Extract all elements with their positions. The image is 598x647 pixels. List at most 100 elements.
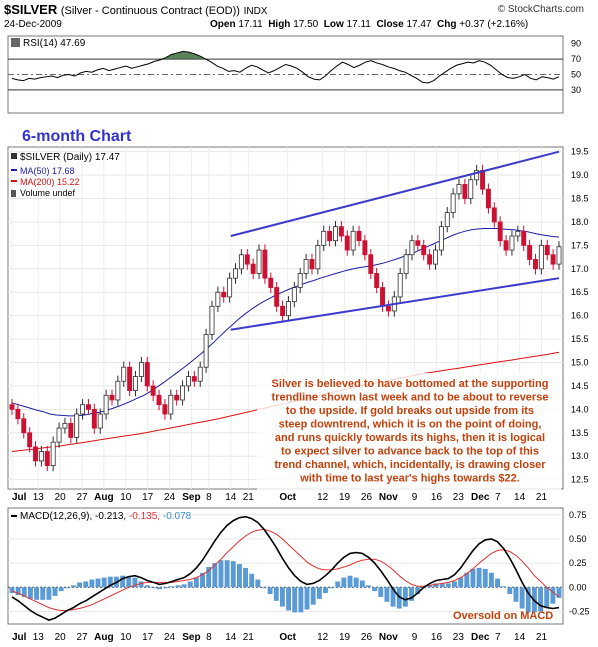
index-tag: INDX [243, 6, 268, 17]
macd-histogram-bar [476, 567, 482, 588]
macd-histogram-bar [27, 587, 33, 599]
high-label: High [268, 19, 291, 30]
x-axis-date-label: 19 [339, 632, 351, 643]
price-candle-down [309, 259, 315, 270]
macd-histogram-bar [21, 587, 27, 597]
price-candle-up [115, 380, 121, 401]
x-axis-date-label: 14 [225, 492, 237, 503]
price-candle-up [74, 413, 80, 438]
price-candle-up [227, 277, 233, 298]
price-candle-up [474, 170, 480, 181]
price-tick-label: 14.0 [571, 404, 589, 414]
price-candle-up [409, 240, 415, 256]
macd-histogram-bar [255, 579, 261, 588]
macd-histogram-bar [236, 564, 242, 588]
price-tick-label: 16.5 [571, 287, 589, 297]
macd-histogram-bar [513, 587, 519, 602]
channel-lower-line [230, 277, 560, 331]
price-candle-down [527, 244, 533, 260]
price-candle-down [91, 408, 97, 429]
price-candle-down [550, 254, 556, 265]
price-candle-down [491, 207, 497, 223]
macd-histogram-bar [390, 587, 396, 607]
macd-histogram-bar [439, 583, 445, 588]
macd-histogram-bar [212, 563, 218, 588]
macd-histogram-bar [433, 583, 439, 588]
macd-histogram-bar [495, 578, 500, 588]
x-axis-date-label: 14 [514, 632, 526, 643]
ma50-legend: MA(50) 17.68 [20, 166, 75, 176]
x-axis-date-label: 14 [225, 632, 237, 643]
macd-histogram-bar [464, 572, 470, 588]
x-axis-date-label: 9 [412, 632, 418, 643]
price-candle-up [133, 376, 138, 392]
macd-histogram-bar [286, 587, 292, 611]
symbol-description: (Silver - Continuous Contract (EOD)) [60, 5, 240, 17]
price-candle-up [180, 385, 186, 401]
price-candle-down [44, 451, 50, 466]
x-axis-date-label: Oct [279, 632, 296, 643]
price-candle-up [50, 441, 56, 466]
price-candle-down [250, 263, 256, 274]
macd-histogram-bar [488, 572, 494, 588]
x-axis-date-label: 9 [412, 492, 418, 503]
macd-histogram-bar [40, 587, 46, 600]
macd-histogram-bar [341, 577, 347, 588]
macd-histogram-bar [378, 587, 384, 597]
x-axis-date-label: 12 [317, 632, 329, 643]
macd-histogram-bar [218, 560, 224, 588]
macd-histogram-bar [181, 584, 187, 588]
price-tick-label: 18.5 [571, 194, 589, 204]
annotation-text: to expect silver to advance back to the … [281, 446, 539, 458]
macd-histogram-bar [501, 586, 507, 588]
x-axis-date-label: Jul [12, 492, 27, 503]
price-candle-up [185, 376, 191, 387]
macd-histogram-bar [310, 587, 316, 605]
price-tick-label: 15.5 [571, 334, 589, 344]
macd-histogram-bar [409, 587, 414, 601]
x-axis-date-label: 16 [431, 492, 443, 503]
price-candle-up [256, 249, 262, 274]
price-tick-label: 19.5 [571, 147, 589, 157]
x-axis-date-label: Sep [182, 492, 200, 503]
x-axis-date-label: 21 [243, 632, 255, 643]
ma50-line [11, 228, 560, 417]
x-axis-date-label: Aug [94, 492, 113, 503]
macd-legend-item: -0.213, [92, 511, 126, 522]
x-axis-date-label: 21 [243, 492, 255, 503]
macd-histogram-bar [138, 581, 144, 588]
macd-histogram-bar [267, 587, 273, 595]
x-axis-date-label: 21 [536, 492, 548, 503]
price-candle-down [144, 362, 150, 387]
price-candle-down [274, 287, 280, 307]
brand-label[interactable]: © StockCharts.com [497, 4, 584, 15]
price-candle-up [321, 230, 327, 246]
oversold-label: Oversold on MACD [453, 610, 553, 622]
price-candle-up [291, 287, 297, 303]
macd-histogram-bar [415, 587, 421, 595]
ohlc-summary: Open 17.11 High 17.50 Low 17.11 Close 17… [210, 19, 528, 30]
macd-histogram-bar [396, 587, 402, 609]
price-candle-down [521, 230, 527, 246]
x-axis-date-label: 7 [495, 632, 501, 643]
rsi-tick-label: 70 [571, 54, 581, 64]
x-axis-date-label: Nov [379, 632, 398, 643]
x-axis-date-label: Nov [379, 492, 398, 503]
price-candle-up [509, 235, 515, 251]
macd-histogram-bar [347, 575, 353, 588]
macd-histogram-bar [101, 577, 107, 588]
macd-histogram-bar [200, 572, 205, 588]
x-axis-date-label: Aug [94, 632, 113, 643]
macd-histogram-bar [120, 575, 126, 588]
macd-histogram-bar [519, 587, 525, 609]
annotation-text: to the upside. If gold breaks out upside… [286, 405, 534, 417]
price-candle-up [38, 451, 44, 462]
rsi-line [11, 50, 560, 84]
chart-date: 24-Dec-2009 [4, 19, 62, 30]
annotation-text: and runs quickly towards its highs, then… [275, 432, 545, 444]
price-candle-up [297, 273, 303, 288]
macd-histogram-bar [359, 580, 365, 588]
x-axis-date-label: 8 [206, 632, 212, 643]
price-candle-down [9, 404, 15, 410]
